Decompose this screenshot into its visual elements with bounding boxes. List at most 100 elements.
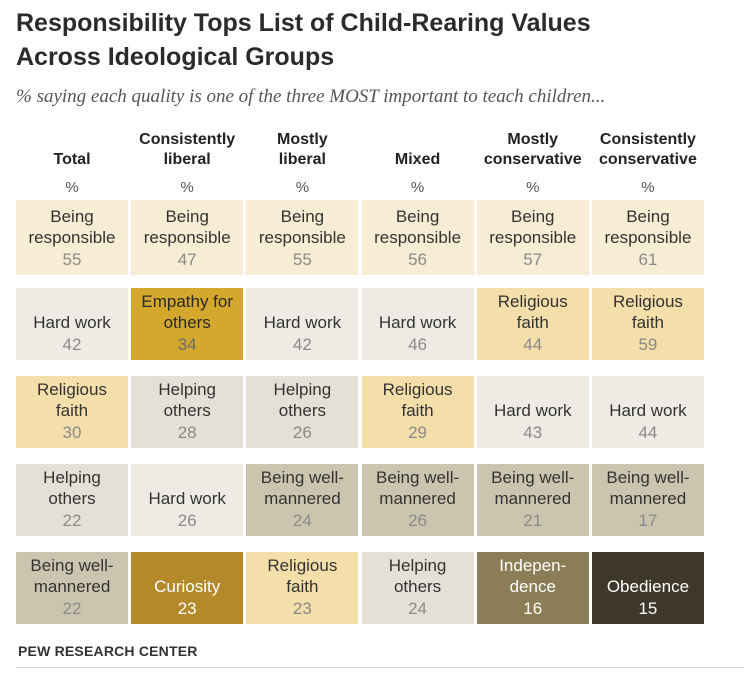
quality-label: Being responsible: [144, 206, 231, 248]
table-cell: Curiosity 23: [131, 552, 244, 624]
quality-label: Being well-mannered: [261, 467, 344, 509]
quality-label-line: dence: [509, 577, 556, 596]
table-cell: Hard work 46: [361, 288, 474, 360]
data-value: 59: [638, 335, 658, 354]
table-cell: Hard work 42: [246, 288, 359, 360]
rank-band: Being responsible 55 Being responsible 47 Bein…: [16, 200, 744, 275]
table-cell: Indepen-dence 16: [476, 552, 589, 624]
table-cell: Religious faith 29: [361, 376, 474, 448]
table-cell: Helping others 26: [246, 376, 359, 448]
quality-label-line: Being well-: [491, 468, 575, 487]
column-header-line: Consistently: [599, 131, 696, 148]
quality-label: Hard work: [494, 400, 571, 421]
quality-label-line: Empathy for: [141, 292, 234, 311]
quality-label-line: Hard work: [263, 313, 342, 332]
data-value: 29: [408, 423, 428, 442]
quality-label-line: Being: [511, 207, 555, 226]
quality-label-line: Religious: [382, 380, 453, 399]
table-cell: Being responsible 57: [476, 200, 589, 275]
column-header-line: Mostly: [277, 131, 328, 148]
unit-row: %%%%%%: [16, 174, 744, 200]
quality-label-line: others: [48, 489, 96, 508]
table-cell: Religious faith 44: [476, 288, 589, 360]
unit-label: %: [410, 178, 425, 196]
data-value: 56: [408, 250, 428, 269]
table-cell: Being responsible 47: [131, 200, 244, 275]
quality-label-line: Being well-: [606, 468, 690, 487]
data-value: 24: [292, 511, 312, 530]
source-note: PEW RESEARCH CENTER: [18, 643, 198, 659]
quality-label: Helping others: [389, 555, 447, 597]
quality-label-line: Helping: [158, 380, 217, 399]
quality-label-line: mannered: [33, 577, 111, 596]
quality-label-line: Helping: [273, 380, 332, 399]
table-cell: Helping others 22: [16, 464, 128, 536]
quality-label-line: responsible: [143, 228, 231, 247]
quality-label-line: others: [163, 401, 211, 420]
values-table: Total Consistently liberal Mostly liberal Mix…: [16, 126, 744, 640]
quality-label-line: responsible: [604, 228, 692, 247]
column-header-line: Mostly: [507, 131, 559, 148]
table-cell: Obedience 15: [591, 552, 704, 624]
unit-label: %: [180, 178, 194, 196]
quality-label-line: Hard work: [494, 401, 572, 420]
quality-label-line: Religious: [267, 556, 338, 575]
quality-label-line: Obedience: [606, 577, 690, 596]
data-value: 17: [638, 511, 658, 530]
column-header-line: liberal: [163, 151, 211, 168]
quality-label-line: responsible: [258, 228, 346, 247]
chart-subtitle: % saying each quality is one of the thre…: [16, 86, 606, 107]
data-value: 16: [523, 599, 543, 618]
quality-label: Hard work: [379, 312, 456, 333]
quality-label-line: Helping: [43, 468, 101, 487]
data-value: 30: [62, 423, 82, 442]
rank-band: Helping others 22 Hard work 26 Being well-man…: [16, 464, 744, 536]
table-cell: Empathy for others 34: [131, 288, 244, 360]
quality-label-line: Being: [280, 207, 325, 226]
column-header-line: Total: [53, 151, 91, 168]
column-header-line: conservative: [483, 151, 582, 168]
quality-label-line: mannered: [609, 489, 687, 508]
table-cell: Being well-mannered 17: [591, 464, 704, 536]
unit-label: %: [65, 178, 79, 196]
unit-label: %: [526, 178, 540, 196]
table-cell: Being responsible 61: [591, 200, 704, 275]
quality-label-line: Religious: [37, 380, 107, 399]
quality-label: Being responsible: [489, 206, 576, 248]
data-value: 44: [523, 335, 543, 354]
quality-label-line: faith: [516, 313, 549, 332]
quality-label-line: Being: [165, 207, 209, 226]
quality-label: Being responsible: [374, 206, 461, 248]
column-header: Mostly liberal: [246, 130, 358, 170]
quality-label-line: Hard work: [148, 489, 226, 508]
table-cell: Hard work 26: [131, 464, 244, 536]
quality-label: Hard work: [609, 400, 686, 421]
quality-label-line: Helping: [388, 556, 447, 575]
quality-label: Religious faith: [613, 291, 683, 333]
data-value: 23: [292, 599, 312, 618]
column-header-line: liberal: [278, 151, 326, 168]
column-header-line: Consistently: [139, 131, 236, 148]
data-value: 24: [408, 599, 428, 618]
data-value: 34: [177, 335, 197, 354]
quality-label-line: mannered: [494, 489, 572, 508]
data-value: 43: [523, 423, 543, 442]
quality-label-line: Being well-: [260, 468, 344, 487]
table-cell: Being responsible 56: [361, 200, 474, 275]
data-value: 55: [62, 250, 82, 269]
quality-label: Hard work: [148, 488, 225, 509]
quality-label-line: faith: [401, 401, 434, 420]
data-value: 42: [62, 335, 82, 354]
column-header-line: Mixed: [394, 151, 441, 168]
quality-label-line: Hard work: [378, 313, 457, 332]
data-value: 21: [523, 511, 543, 530]
data-value: 26: [408, 511, 428, 530]
chart-title-line2: Across Ideological Groups: [16, 43, 335, 71]
quality-label: Hard work: [33, 312, 110, 333]
quality-label: Indepen-dence: [499, 555, 566, 597]
column-header: Mixed: [362, 150, 474, 170]
quality-label-line: Curiosity: [154, 577, 221, 596]
quality-label-line: responsible: [374, 228, 462, 247]
quality-label-line: Religious: [612, 292, 683, 311]
quality-label-line: faith: [286, 577, 319, 596]
